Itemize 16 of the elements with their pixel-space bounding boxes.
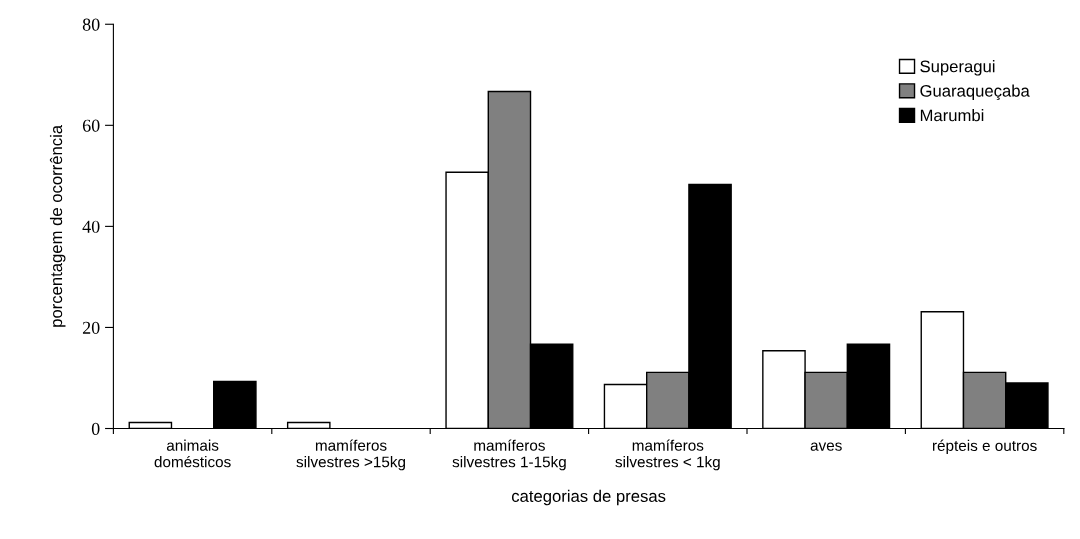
x-tick-label: mamíferos silvestres >15kg [296, 439, 405, 471]
y-tick-label: 80 [82, 18, 100, 31]
legend-label: Guaraqueçaba [920, 84, 1030, 101]
y-tick-label: 40 [82, 220, 100, 233]
y-axis-title: porcentagem de ocorrência [49, 124, 66, 327]
legend-label: Superagui [920, 60, 995, 76]
x-tick-label: répteis e outros [932, 439, 1037, 455]
x-axis-title: categorias de presas [511, 489, 666, 506]
x-tick-label: aves [810, 442, 842, 451]
x-tick-label: animais domésticos [154, 439, 231, 468]
y-tick-label: 0 [91, 422, 100, 435]
x-tick-label: mamíferos silvestres < 1kg [615, 439, 720, 471]
y-tick-label: 20 [82, 321, 100, 334]
y-tick-label: 60 [82, 119, 100, 132]
legend-label: Marumbi [920, 109, 984, 122]
x-tick-label: mamíferos silvestres 1-15kg [452, 439, 566, 471]
